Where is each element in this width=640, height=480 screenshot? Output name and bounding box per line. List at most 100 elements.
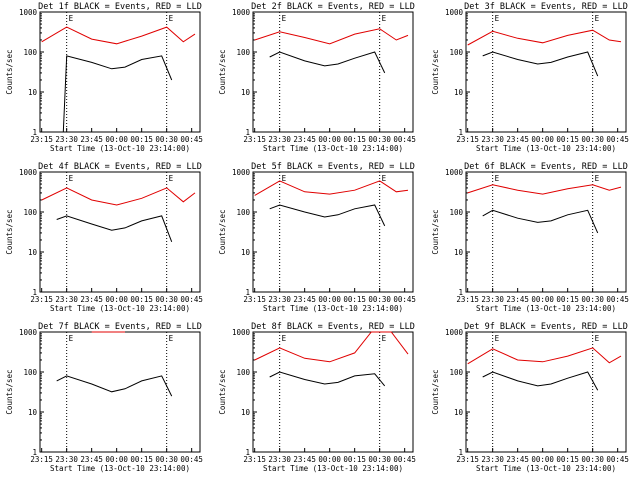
chart-panel: Det 9f BLACK = Events, RED = LLD 1 10 100 10… [431,322,629,473]
x-tick-label: 00:45 [180,135,203,144]
y-tick-label: 1000 [19,8,38,17]
x-tick-label: 00:45 [393,295,416,304]
x-tick-label: 00:00 [318,295,341,304]
marker-label: E [282,334,287,343]
marker-label: E [382,174,387,183]
y-tick-label: 1 [245,288,250,297]
x-tick-label: 00:30 [368,295,391,304]
x-tick-label: 23:30 [481,295,504,304]
y-tick-label: 1000 [445,8,464,17]
x-tick-label: 00:00 [318,455,341,464]
x-axis-label: Start Time (13-Oct-10 23:14:00) [476,304,616,313]
chart-panel: Det 3f BLACK = Events, RED = LLD 1 10 100 10… [431,2,629,153]
y-tick-label: 100 [236,368,250,377]
events-series-line [269,371,386,387]
chart-panel: Det 5f BLACK = Events, RED = LLD 1 10 100 10… [218,162,416,313]
events-series-line [482,51,599,77]
x-tick-label: 23:15 [456,295,479,304]
x-tick-label: 00:00 [531,135,554,144]
plot-frame [39,331,201,453]
events-series-line [269,204,386,227]
lld-series-line [467,184,622,195]
x-tick-label: 23:30 [55,135,78,144]
x-tick-label: 23:15 [243,295,266,304]
x-tick-label: 00:15 [130,135,153,144]
x-tick-label: 00:00 [531,295,554,304]
chart-title: Det 6f BLACK = Events, RED = LLD [464,162,628,172]
x-tick-label: 23:15 [243,135,266,144]
chart-panel: Det 1f BLACK = Events, RED = LLD 1 10 100 10… [5,2,203,153]
lld-series-line [254,180,409,196]
x-tick-label: 00:45 [606,295,629,304]
marker-label: E [282,174,287,183]
chart-title: Det 5f BLACK = Events, RED = LLD [251,162,415,172]
y-tick-label: 100 [23,48,37,57]
plot-frame [465,11,627,133]
chart-panel: Det 7f BLACK = Events, RED = LLD 1 10 100 10… [5,322,203,473]
events-series-line [56,375,173,397]
x-tick-label: 00:00 [105,295,128,304]
x-axis-label: Start Time (13-Oct-10 23:14:00) [50,304,190,313]
x-axis-label: Start Time (13-Oct-10 23:14:00) [50,144,190,153]
x-tick-label: 00:15 [556,135,579,144]
x-axis-label: Start Time (13-Oct-10 23:14:00) [476,144,616,153]
y-axis-label: Counts/sec [5,49,14,94]
marker-label: E [595,14,600,23]
y-tick-label: 1 [458,128,463,137]
x-tick-label: 00:00 [105,135,128,144]
y-tick-label: 1000 [232,168,251,177]
y-tick-label: 1000 [232,328,251,337]
x-tick-label: 00:30 [155,295,178,304]
plot-frame [39,11,201,133]
events-series-line [482,371,599,391]
x-axis-label: Start Time (13-Oct-10 23:14:00) [263,304,403,313]
lld-series-line [467,29,622,46]
x-axis-label: Start Time (13-Oct-10 23:14:00) [263,144,403,153]
x-tick-label: 23:45 [80,135,103,144]
x-tick-label: 23:45 [506,455,529,464]
x-tick-label: 23:45 [293,455,316,464]
lld-series-line [254,28,409,45]
x-tick-label: 00:15 [130,455,153,464]
y-tick-label: 1000 [445,168,464,177]
x-tick-label: 00:00 [531,455,554,464]
x-tick-label: 00:45 [606,135,629,144]
chart-panel: Det 4f BLACK = Events, RED = LLD 1 10 100 10… [5,162,203,313]
marker-label: E [169,174,174,183]
x-tick-label: 00:30 [581,295,604,304]
y-tick-label: 10 [454,88,464,97]
x-axis-label: Start Time (13-Oct-10 23:14:00) [50,464,190,473]
x-tick-label: 23:15 [456,455,479,464]
x-tick-label: 00:30 [581,135,604,144]
y-tick-label: 1 [458,448,463,457]
y-tick-label: 1 [32,128,37,137]
x-tick-label: 23:45 [80,455,103,464]
y-axis-label: Counts/sec [218,369,227,414]
x-tick-label: 00:30 [155,135,178,144]
x-tick-label: 00:15 [556,295,579,304]
x-tick-label: 23:30 [481,455,504,464]
marker-label: E [169,14,174,23]
x-tick-label: 23:30 [481,135,504,144]
chart-title: Det 4f BLACK = Events, RED = LLD [38,162,202,172]
y-axis-label: Counts/sec [218,209,227,254]
chart-title: Det 3f BLACK = Events, RED = LLD [464,2,628,12]
marker-label: E [69,334,74,343]
chart-title: Det 7f BLACK = Events, RED = LLD [38,322,202,332]
y-axis-label: Counts/sec [5,209,14,254]
y-tick-label: 100 [23,208,37,217]
y-tick-label: 10 [241,408,251,417]
plot-frame [252,171,414,293]
x-tick-label: 00:45 [606,455,629,464]
x-tick-label: 23:30 [55,295,78,304]
marker-label: E [382,334,387,343]
x-tick-label: 23:45 [506,295,529,304]
chart-panel: Det 6f BLACK = Events, RED = LLD 1 10 100 10… [431,162,629,313]
x-tick-label: 00:30 [368,135,391,144]
chart-title: Det 9f BLACK = Events, RED = LLD [464,322,628,332]
chart-panel: Det 8f BLACK = Events, RED = LLD 1 10 100 10… [218,322,416,473]
x-tick-label: 00:30 [155,455,178,464]
events-series-line [482,209,599,234]
x-tick-label: 00:15 [556,455,579,464]
